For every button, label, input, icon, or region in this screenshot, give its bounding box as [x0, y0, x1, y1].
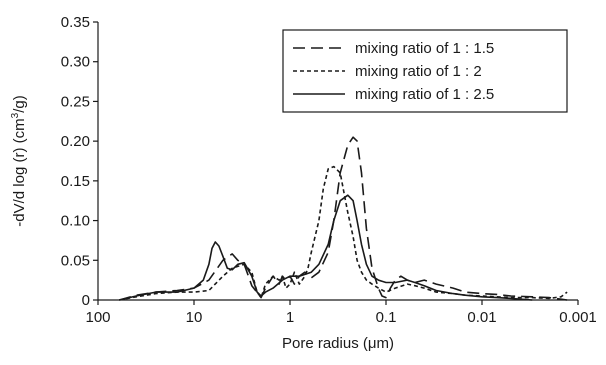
- y-tick-label: 0.05: [61, 252, 90, 269]
- x-axis-label: Pore radius (μm): [282, 335, 394, 352]
- y-tick-label: 0: [82, 292, 90, 309]
- x-tick-label: 1: [286, 309, 294, 326]
- y-tick-label: 0.10: [61, 213, 90, 230]
- y-tick-label: 0.30: [61, 54, 90, 71]
- legend: mixing ratio of 1 : 1.5 mixing ratio of 1…: [282, 29, 568, 113]
- y-axis-label: -dV/d log (r) (cm3/g): [10, 95, 28, 226]
- axes-layer: 0 0.05 0.10 0.15 0.20 0.25 0.30 0.35 100 10 1 0.1 0.…: [10, 14, 597, 352]
- y-axis-label-superscript: 3: [10, 112, 21, 118]
- series-layer: [119, 136, 568, 301]
- x-tick-label: 0.1: [376, 309, 397, 326]
- y-axis-label-prefix: -dV/d log (r) (cm: [11, 118, 28, 226]
- x-tick-label: 0.001: [559, 309, 597, 326]
- y-tick-label: 0.15: [61, 173, 90, 190]
- y-axis-label-suffix: /g): [11, 95, 28, 113]
- series-line-2: [119, 165, 568, 301]
- x-tick-label: 10: [186, 309, 203, 326]
- y-tick-label: 0.35: [61, 14, 90, 31]
- x-tick-label: 100: [85, 309, 110, 326]
- x-tick-label: 0.01: [467, 309, 496, 326]
- legend-label-2: mixing ratio of 1 : 2: [355, 63, 482, 80]
- y-tick-label: 0.25: [61, 93, 90, 110]
- legend-label-3: mixing ratio of 1 : 2.5: [355, 86, 494, 103]
- series-line-3: [119, 194, 533, 301]
- series-line-1: [119, 136, 568, 301]
- legend-label-1: mixing ratio of 1 : 1.5: [355, 40, 494, 57]
- y-tick-label: 0.20: [61, 133, 90, 150]
